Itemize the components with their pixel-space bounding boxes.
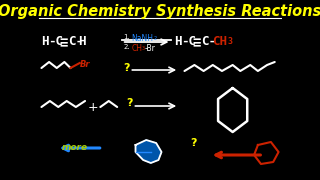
Text: NaNH: NaNH (132, 34, 154, 43)
Text: +: + (87, 101, 98, 114)
Text: -Br: -Br (145, 44, 156, 53)
Text: more: more (62, 143, 88, 152)
Text: -C: -C (181, 35, 196, 48)
Text: 3: 3 (227, 37, 232, 46)
Text: Br: Br (80, 60, 90, 69)
Text: 1.: 1. (123, 34, 130, 40)
Text: -C: -C (48, 35, 63, 48)
Text: CH: CH (212, 35, 227, 48)
Text: 3: 3 (142, 46, 145, 51)
Text: 2.: 2. (123, 44, 130, 50)
Polygon shape (136, 140, 162, 163)
Text: C-: C- (68, 35, 83, 48)
Text: ≡: ≡ (59, 36, 68, 50)
Text: H: H (174, 35, 181, 48)
Text: ≡: ≡ (192, 36, 201, 50)
Text: H: H (78, 35, 86, 48)
Text: ?: ? (126, 98, 133, 108)
Text: 2: 2 (154, 36, 157, 41)
Text: CH: CH (132, 44, 143, 53)
Text: ?: ? (123, 63, 130, 73)
Text: ?: ? (191, 138, 197, 148)
Text: C-: C- (201, 35, 216, 48)
Text: Organic Chemistry Synthesis Reactions: Organic Chemistry Synthesis Reactions (0, 4, 320, 19)
Text: H: H (41, 35, 48, 48)
